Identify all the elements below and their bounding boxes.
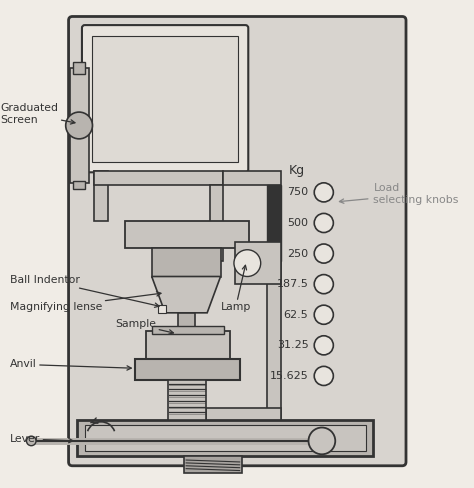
Circle shape xyxy=(234,250,261,277)
Bar xyxy=(92,36,238,162)
Bar xyxy=(168,380,206,420)
Bar xyxy=(135,359,240,380)
Circle shape xyxy=(309,427,335,454)
Circle shape xyxy=(314,213,333,232)
Bar xyxy=(267,185,281,261)
Circle shape xyxy=(314,305,333,325)
Polygon shape xyxy=(152,277,220,313)
Circle shape xyxy=(314,183,333,202)
Bar xyxy=(85,425,366,451)
Circle shape xyxy=(314,366,333,386)
Circle shape xyxy=(27,436,36,446)
Text: 15.625: 15.625 xyxy=(270,371,309,381)
Bar xyxy=(73,181,85,188)
Bar xyxy=(146,331,230,360)
Text: Load
selecting knobs: Load selecting knobs xyxy=(339,183,459,205)
Bar xyxy=(94,171,223,185)
Text: Ball Indentor: Ball Indentor xyxy=(10,275,159,307)
Text: Anvil: Anvil xyxy=(10,360,131,370)
Bar xyxy=(152,326,224,334)
Text: Kg: Kg xyxy=(289,163,305,177)
Text: 250: 250 xyxy=(287,248,309,259)
Text: 750: 750 xyxy=(287,187,309,197)
Text: 500: 500 xyxy=(288,218,309,228)
Text: 187.5: 187.5 xyxy=(277,279,309,289)
Text: Graduated
Screen: Graduated Screen xyxy=(0,103,75,125)
Text: Magnifying lense: Magnifying lense xyxy=(10,292,161,312)
Bar xyxy=(206,408,281,422)
Bar xyxy=(70,68,89,183)
Bar xyxy=(267,261,281,422)
Bar xyxy=(77,420,374,456)
Bar xyxy=(125,221,249,248)
Bar xyxy=(94,171,108,221)
FancyBboxPatch shape xyxy=(82,25,248,172)
Circle shape xyxy=(66,112,92,139)
Bar xyxy=(152,248,220,277)
Circle shape xyxy=(314,336,333,355)
Text: 31.25: 31.25 xyxy=(277,340,309,350)
Bar xyxy=(184,456,242,473)
Circle shape xyxy=(314,244,333,263)
Circle shape xyxy=(314,275,333,294)
Text: Sample: Sample xyxy=(115,319,173,334)
Text: Lever: Lever xyxy=(10,434,73,444)
Bar xyxy=(178,313,195,328)
FancyBboxPatch shape xyxy=(69,17,406,466)
Bar xyxy=(210,185,223,261)
Bar xyxy=(223,171,281,185)
Bar xyxy=(235,242,281,284)
Text: Lamp: Lamp xyxy=(220,265,251,312)
Bar xyxy=(73,62,85,74)
Text: 62.5: 62.5 xyxy=(284,310,309,320)
Bar xyxy=(158,305,166,313)
